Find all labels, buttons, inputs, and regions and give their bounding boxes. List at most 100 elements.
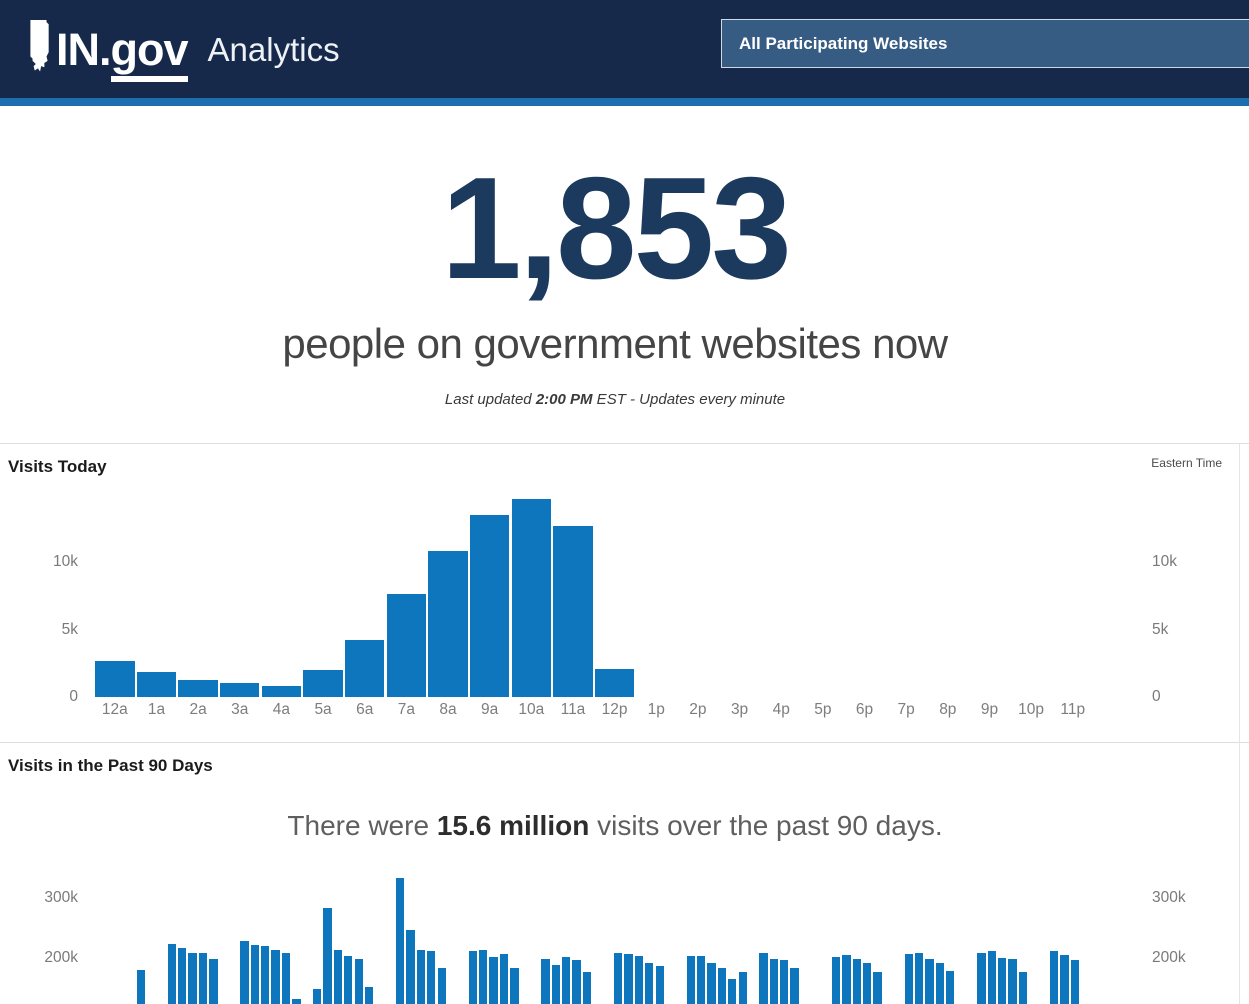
hourly-visits-bar[interactable] [178, 679, 218, 698]
daily-visits-bar[interactable] [935, 962, 945, 1004]
indiana-state-icon [30, 20, 49, 72]
hourly-visits-bar[interactable] [344, 639, 385, 697]
y-axis-label-left: 300k [44, 889, 78, 906]
daily-visits-bar[interactable] [313, 989, 322, 1004]
hour-axis-label: 3a [231, 701, 249, 718]
hourly-visits-bar[interactable] [303, 670, 343, 697]
daily-visits-bar[interactable] [250, 944, 260, 1004]
hourly-visits-bar[interactable] [594, 668, 635, 697]
daily-visits-bar[interactable] [240, 941, 249, 1004]
hourly-visits-bar[interactable] [219, 682, 260, 697]
y-axis-label-left: 200k [44, 949, 78, 966]
hour-axis-label: 7a [397, 701, 415, 718]
hourly-visits-bar[interactable] [511, 498, 552, 697]
daily-visits-bar[interactable] [1049, 951, 1059, 1004]
daily-visits-bar[interactable] [489, 956, 498, 1004]
daily-visits-bar[interactable] [613, 952, 623, 1004]
daily-visits-bar[interactable] [354, 958, 363, 1004]
hourly-visits-bar[interactable] [428, 551, 468, 697]
daily-visits-bar[interactable] [634, 955, 644, 1004]
hourly-visits-bar[interactable] [386, 594, 427, 697]
daily-visits-bar[interactable] [333, 950, 343, 1004]
daily-visits-bar[interactable] [1018, 971, 1028, 1004]
daily-visits-bar[interactable] [437, 968, 446, 1004]
daily-visits-bar[interactable] [562, 956, 571, 1004]
daily-visits-bar[interactable] [780, 960, 789, 1004]
hour-axis-label: 2p [689, 701, 707, 718]
daily-visits-bar[interactable] [281, 952, 291, 1004]
daily-visits-bar[interactable] [728, 979, 737, 1004]
daily-visits-bar[interactable] [364, 986, 374, 1004]
daily-visits-bar[interactable] [292, 999, 301, 1004]
daily-visits-bar[interactable] [738, 971, 747, 1004]
daily-visits-bar[interactable] [551, 964, 561, 1004]
daily-visits-bar[interactable] [541, 958, 550, 1004]
daily-visits-bar[interactable] [323, 908, 332, 1004]
daily-visits-bar[interactable] [572, 959, 581, 1004]
daily-visits-bar[interactable] [427, 951, 436, 1004]
daily-visits-bar[interactable] [904, 953, 913, 1004]
daily-visits-bar[interactable] [188, 952, 197, 1004]
past-90-days-summary: There were 15.6 million visits over the … [0, 810, 1230, 842]
daily-visits-bar[interactable] [831, 956, 841, 1004]
daily-visits-bar[interactable] [582, 971, 592, 1004]
daily-visits-bar[interactable] [863, 962, 872, 1004]
daily-visits-bar[interactable] [645, 962, 654, 1004]
daily-visits-bar[interactable] [759, 953, 768, 1004]
daily-visits-bar[interactable] [271, 949, 280, 1004]
daily-visits-bar[interactable] [655, 965, 664, 1004]
daily-visits-bar[interactable] [790, 967, 799, 1004]
hour-axis-label: 2a [189, 701, 207, 718]
hour-axis-label: 12a [101, 701, 128, 718]
daily-visits-bar[interactable] [416, 950, 426, 1004]
daily-visits-bar[interactable] [946, 970, 955, 1004]
timezone-note: Eastern Time [1151, 456, 1222, 470]
hour-axis-label: 5a [314, 701, 332, 718]
hour-axis-label: 4a [272, 701, 291, 718]
daily-visits-bar[interactable] [873, 971, 882, 1004]
hour-axis-label: 10a [518, 701, 545, 718]
hour-axis-label: 10p [1018, 701, 1045, 718]
daily-visits-bar[interactable] [925, 958, 934, 1004]
daily-visits-bar[interactable] [468, 950, 477, 1004]
daily-visits-bar[interactable] [769, 958, 778, 1004]
hourly-visits-bar[interactable] [553, 525, 593, 697]
daily-visits-bar[interactable] [914, 953, 924, 1004]
hourly-visits-bar[interactable] [136, 672, 177, 697]
daily-visits-bar[interactable] [842, 955, 851, 1004]
daily-visits-bar[interactable] [1070, 960, 1079, 1004]
daily-visits-bar[interactable] [344, 956, 353, 1004]
summary-suffix: visits over the past 90 days. [589, 810, 943, 841]
hourly-visits-bar[interactable] [469, 514, 510, 698]
daily-visits-bar[interactable] [136, 970, 145, 1004]
daily-visits-bar[interactable] [167, 944, 177, 1004]
site-selector-dropdown[interactable]: All Participating Websites [721, 19, 1249, 68]
brand-gov: gov [110, 23, 189, 82]
daily-visits-bar[interactable] [998, 958, 1007, 1004]
y-axis-label-right: 300k [1152, 889, 1186, 906]
daily-visits-bar[interactable] [852, 959, 862, 1004]
hourly-visits-bar[interactable] [95, 660, 135, 697]
hourly-visits-bar[interactable] [261, 685, 302, 697]
daily-visits-bar[interactable] [1008, 959, 1017, 1004]
daily-visits-bar[interactable] [510, 968, 519, 1004]
daily-visits-bar[interactable] [198, 953, 208, 1004]
daily-visits-bar[interactable] [977, 953, 986, 1004]
daily-visits-bar[interactable] [499, 953, 509, 1004]
daily-visits-bar[interactable] [209, 958, 218, 1004]
daily-visits-bar[interactable] [178, 947, 187, 1004]
hour-axis-label: 6p [855, 701, 874, 718]
ingov-logo[interactable]: IN.gov Analytics [28, 20, 340, 82]
daily-visits-bar[interactable] [686, 955, 695, 1004]
daily-visits-bar[interactable] [261, 946, 270, 1004]
daily-visits-bar[interactable] [406, 929, 415, 1004]
daily-visits-bar[interactable] [697, 956, 706, 1004]
daily-visits-bar[interactable] [479, 949, 488, 1004]
daily-visits-bar[interactable] [987, 951, 996, 1004]
y-axis-label-right: 200k [1152, 949, 1186, 966]
daily-visits-bar[interactable] [707, 963, 716, 1004]
daily-visits-bar[interactable] [624, 953, 633, 1004]
daily-visits-bar[interactable] [717, 968, 727, 1004]
daily-visits-bar[interactable] [396, 878, 405, 1004]
daily-visits-bar[interactable] [1060, 955, 1069, 1004]
